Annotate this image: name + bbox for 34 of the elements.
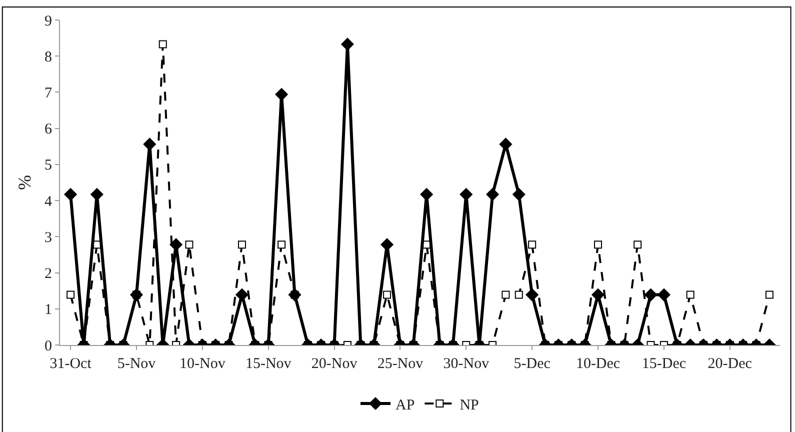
x-tick-label: 30-Nov [443, 356, 490, 372]
y-tick-label: 9 [44, 13, 52, 30]
legend-label: AP [396, 397, 415, 414]
point [90, 188, 104, 201]
x-tick-label: 31-Oct [50, 356, 92, 372]
x-tick-label: 15-Nov [245, 356, 292, 372]
x-tick-label: 5-Nov [117, 356, 156, 372]
point [143, 138, 156, 151]
y-tick-label: 6 [44, 122, 52, 138]
point [512, 188, 526, 201]
y-tick-label: 1 [44, 302, 52, 318]
point [460, 188, 472, 201]
y-tick-label: 4 [44, 194, 52, 210]
point [486, 188, 499, 201]
x-tick-label: 5-Dec [514, 356, 551, 372]
y-tick-label: 5 [44, 158, 52, 174]
x-tick-label: 10-Dec [576, 356, 620, 372]
x-tick-label: 15-Dec [642, 356, 686, 372]
y-tick-label: 3 [44, 230, 52, 246]
y-axis-title: % [14, 175, 35, 190]
x-tick-label: 20-Dec [708, 356, 752, 372]
point [170, 238, 182, 251]
point [380, 238, 394, 251]
x-tick-label: 10-Nov [180, 356, 226, 372]
y-tick-label: 8 [44, 49, 52, 66]
y-tick-label: 0 [44, 338, 52, 354]
x-tick-label: 20-Nov [311, 356, 358, 372]
y-tick-label: 7 [44, 85, 52, 102]
y-tick-label: 2 [44, 266, 52, 282]
point [64, 188, 77, 201]
legend-label: NP [460, 397, 479, 414]
point [420, 188, 433, 201]
x-tick-label: 25-Nov [377, 356, 424, 372]
point [499, 138, 512, 151]
